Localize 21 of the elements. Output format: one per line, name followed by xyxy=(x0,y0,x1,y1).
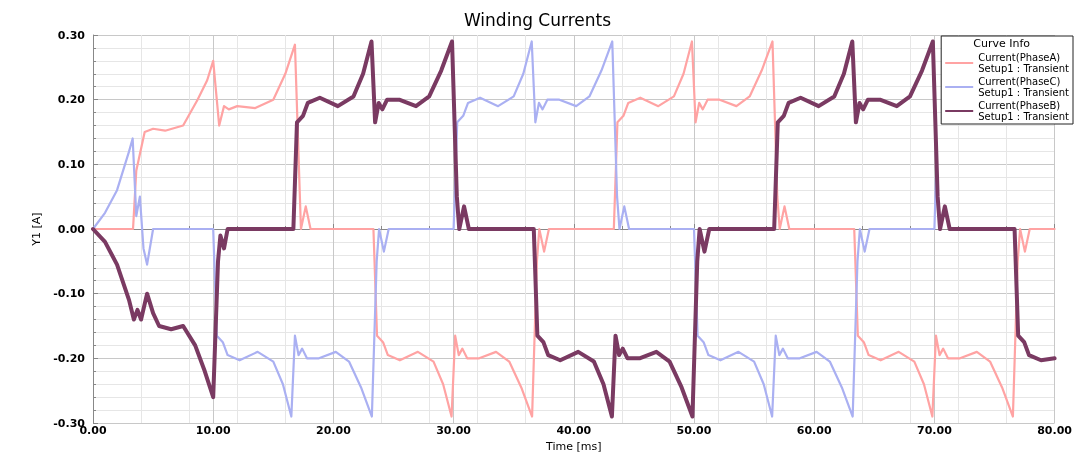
x-tick-label: 10.00 xyxy=(195,424,231,437)
x-tick-label: 20.00 xyxy=(316,424,352,437)
y-tick-label: 0.20 xyxy=(57,93,86,107)
x-tick-label: 80.00 xyxy=(1037,424,1073,437)
legend-title: Curve Info xyxy=(973,37,1031,50)
x-tick-label: 30.00 xyxy=(436,424,472,437)
x-axis-title: Time [ms] xyxy=(545,439,602,453)
x-tick-label: 50.00 xyxy=(676,424,712,437)
legend-label: Current(PhaseC) Setup1 : Transient xyxy=(978,76,1070,98)
x-tick-label: 60.00 xyxy=(796,424,832,437)
chart-title: Winding Currents xyxy=(463,9,612,30)
y-tick-label: -0.20 xyxy=(53,351,86,365)
legend-label: Current(PhaseB) Setup1 : Transient xyxy=(978,100,1070,122)
x-tick-label: 40.00 xyxy=(556,424,592,437)
y-tick-label: 0.30 xyxy=(57,28,86,42)
x-tick-label: 70.00 xyxy=(917,424,953,437)
y-axis-title: Y1 [A] xyxy=(30,212,44,247)
y-tick-label: 0.00 xyxy=(57,222,86,236)
y-tick-label: -0.10 xyxy=(53,287,86,301)
y-tick-label: 0.10 xyxy=(57,157,86,171)
legend-label: Current(PhaseA) Setup1 : Transient xyxy=(978,52,1070,74)
